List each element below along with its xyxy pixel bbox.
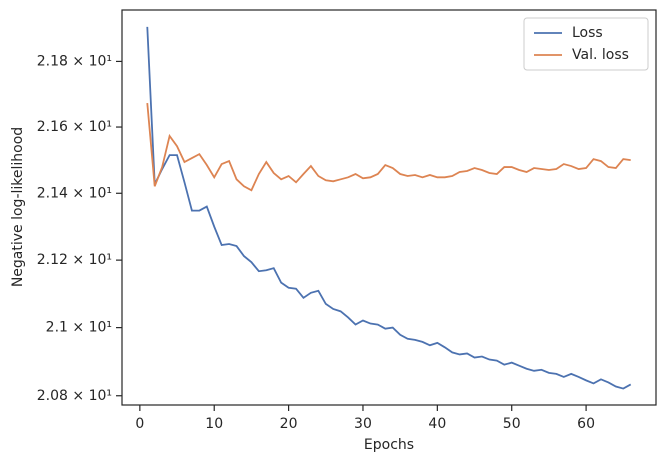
x-tick-label: 60: [577, 416, 595, 432]
x-tick-label: 0: [135, 416, 144, 432]
y-tick-label: 2.14 × 10¹: [37, 185, 112, 201]
x-tick-label: 40: [428, 416, 446, 432]
line: [146, 26, 632, 390]
legend-box: [523, 17, 649, 71]
y-tick-label: 2.16 × 10¹: [37, 119, 112, 135]
x-axis-label: Epochs: [364, 437, 414, 453]
x-tick-label: 50: [503, 416, 521, 432]
x-tick-label: 30: [354, 416, 372, 432]
plot-frame: [121, 9, 657, 406]
y-axis-label: Negative log-likelihood: [10, 127, 26, 287]
x-tick-label: 10: [205, 416, 223, 432]
x-tick-label: 20: [280, 416, 298, 432]
line: [146, 102, 631, 192]
y-tick-label: 2.08 × 10¹: [37, 388, 112, 404]
y-tick-label: 2.12 × 10¹: [37, 252, 112, 268]
y-tick-label: 2.1 × 10¹: [46, 320, 112, 336]
legend-label: Val. loss: [572, 47, 629, 63]
y-tick-label: 2.18 × 10¹: [37, 53, 112, 69]
legend-label: Loss: [572, 25, 603, 41]
